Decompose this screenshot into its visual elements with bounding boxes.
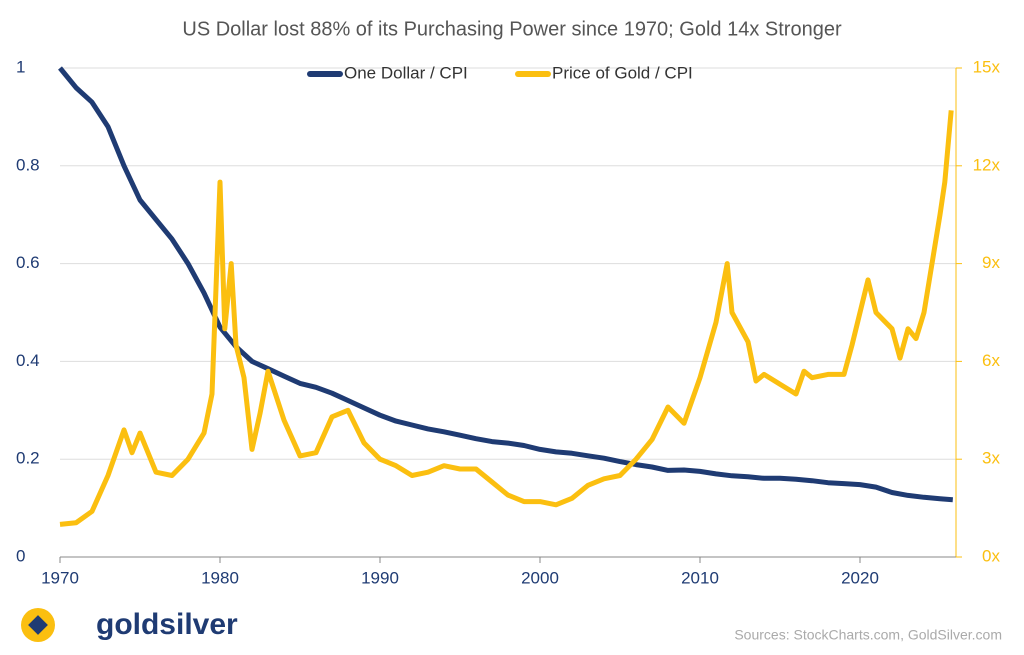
y2-tick-label: 0x bbox=[982, 546, 1000, 565]
y2-tick-label: 6x bbox=[982, 351, 1000, 370]
legend-label: One Dollar / CPI bbox=[344, 63, 468, 82]
x-tick-label: 1980 bbox=[201, 568, 239, 587]
x-tick-label: 1990 bbox=[361, 568, 399, 587]
logo-text: goldsilver bbox=[96, 608, 238, 641]
x-tick-label: 2000 bbox=[521, 568, 559, 587]
series-line bbox=[58, 66, 953, 503]
y2-tick-label: 12x bbox=[973, 155, 1001, 174]
y-tick-label: 0.2 bbox=[16, 449, 40, 468]
series-line bbox=[59, 110, 954, 527]
source: Sources: StockCharts.com, GoldSilver.com bbox=[734, 627, 1002, 643]
logo: goldsilver bbox=[21, 608, 238, 642]
x-tick-label: 1970 bbox=[41, 568, 79, 587]
y-tick-label: 0.6 bbox=[16, 253, 40, 272]
x-tick-label: 2020 bbox=[841, 568, 879, 587]
y-tick-label: 0.4 bbox=[16, 351, 40, 370]
chart-title: US Dollar lost 88% of its Purchasing Pow… bbox=[182, 18, 842, 40]
legend-label: Price of Gold / CPI bbox=[552, 63, 693, 82]
y-tick-label: 0 bbox=[16, 546, 25, 565]
y2-tick-label: 3x bbox=[982, 449, 1000, 468]
y-tick-label: 1 bbox=[16, 57, 25, 76]
y2-tick-label: 15x bbox=[973, 57, 1001, 76]
x-tick-label: 2010 bbox=[681, 568, 719, 587]
y-tick-label: 0.8 bbox=[16, 155, 40, 174]
y2-tick-label: 9x bbox=[982, 253, 1000, 272]
